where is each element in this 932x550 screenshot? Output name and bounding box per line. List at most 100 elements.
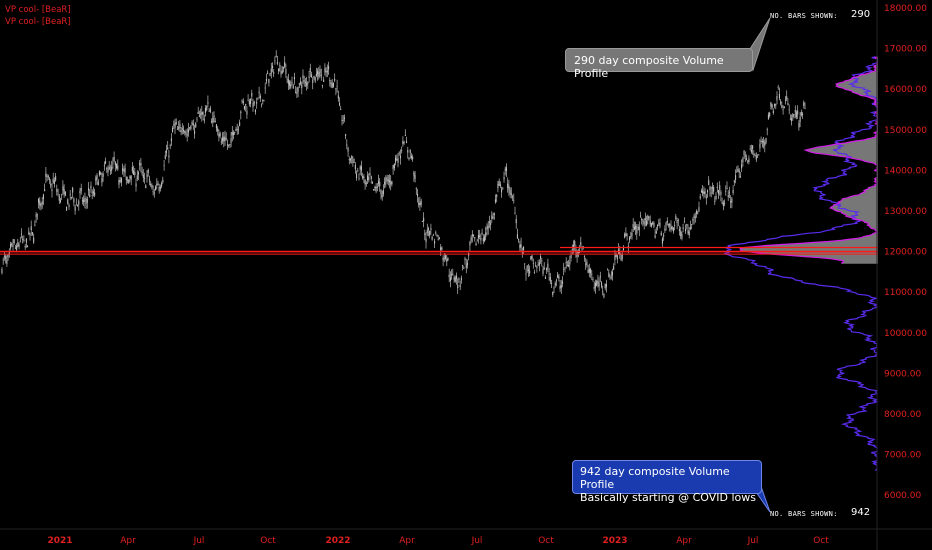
candle-body	[360, 166, 362, 171]
candle-body	[64, 191, 66, 196]
candle-body	[678, 229, 680, 231]
candle-body	[373, 189, 375, 190]
candle-body	[624, 234, 626, 238]
candle-body	[380, 189, 382, 195]
candle-body	[792, 114, 794, 118]
candle-body	[295, 91, 297, 93]
candle-body	[20, 233, 22, 235]
y-tick-label: 12000.00	[884, 248, 927, 258]
candle-body	[742, 158, 744, 163]
y-tick-label: 17000.00	[884, 45, 927, 55]
candle-body	[750, 149, 752, 153]
candle-body	[725, 190, 727, 192]
candle-body	[446, 259, 448, 262]
candle-body	[685, 229, 687, 232]
candle-body	[442, 257, 444, 261]
candle-body	[265, 79, 267, 82]
candle-body	[786, 96, 788, 99]
candle-body	[755, 155, 757, 160]
candle-body	[179, 123, 181, 128]
candle-body	[105, 161, 107, 164]
candle-body	[419, 202, 421, 206]
candle-body	[180, 129, 182, 133]
candle-body	[505, 167, 507, 172]
candle-body	[284, 62, 286, 67]
candle-body	[666, 220, 668, 223]
candle-body	[108, 167, 110, 170]
candle-body	[51, 189, 53, 192]
candle-body	[716, 186, 718, 188]
candle-body	[30, 226, 32, 231]
candle-body	[145, 185, 147, 189]
candle-body	[424, 233, 426, 235]
candle-body	[80, 188, 82, 191]
y-tick-label: 9000.00	[884, 369, 921, 379]
candle-body	[134, 172, 136, 175]
indicator-label-1[interactable]: VP cool- [BeaR]	[5, 5, 71, 15]
candle-body	[702, 190, 704, 194]
candle-body	[672, 227, 674, 232]
candle-body	[714, 201, 716, 202]
candle-body	[23, 239, 25, 241]
candle-body	[382, 190, 384, 195]
candle-body	[368, 177, 370, 180]
candle-body	[646, 220, 648, 226]
candle-body	[474, 237, 476, 239]
candle-body	[493, 213, 495, 216]
candle-body	[552, 291, 554, 295]
candle-body	[335, 88, 337, 90]
candle-body	[704, 191, 706, 194]
candle-body	[346, 144, 348, 146]
indicator-label-2[interactable]: VP cool- [BeaR]	[5, 17, 71, 27]
candle-body	[583, 256, 585, 257]
candle-body	[480, 237, 482, 241]
candle-body	[686, 224, 688, 226]
candle-body	[597, 280, 599, 283]
candle-body	[536, 266, 538, 268]
candle-body	[139, 163, 141, 165]
candle-body	[267, 72, 269, 74]
candle-body	[261, 103, 263, 105]
candle-body	[161, 183, 163, 187]
candle-body	[447, 257, 449, 261]
candle-body	[508, 185, 510, 191]
candle-body	[349, 158, 351, 161]
candle-body	[334, 78, 336, 81]
candle-body	[326, 70, 328, 73]
candle-body	[270, 68, 272, 74]
candle-body	[601, 282, 603, 287]
candle-body	[570, 255, 572, 259]
y-tick-label: 7000.00	[884, 451, 921, 461]
candle-body	[434, 241, 436, 244]
candle-body	[671, 226, 673, 230]
candle-body	[86, 198, 88, 203]
x-tick-label: 2022	[325, 536, 350, 546]
candle-body	[504, 168, 506, 171]
candle-body	[719, 185, 721, 190]
candle-body	[41, 201, 43, 205]
y-tick-label: 18000.00	[884, 4, 927, 14]
candle-body	[408, 157, 410, 160]
candle-body	[293, 76, 295, 80]
candle-body	[62, 186, 64, 191]
candle-body	[245, 104, 247, 106]
candle-body	[650, 223, 652, 227]
candle-body	[241, 100, 243, 102]
candle-body	[85, 202, 87, 204]
candle-body	[142, 174, 144, 178]
candle-body	[636, 229, 638, 234]
candle-body	[102, 173, 104, 177]
candle-body	[590, 268, 592, 274]
candle-body	[274, 60, 276, 62]
candle-body	[300, 81, 302, 84]
candle-body	[169, 145, 171, 146]
candle-body	[97, 181, 99, 186]
candle-body	[332, 82, 334, 87]
candle-body	[279, 64, 281, 66]
candle-body	[131, 167, 133, 172]
candle-body	[202, 112, 204, 115]
candle-body	[555, 280, 557, 282]
candle-body	[648, 216, 650, 218]
candle-body	[659, 222, 661, 227]
